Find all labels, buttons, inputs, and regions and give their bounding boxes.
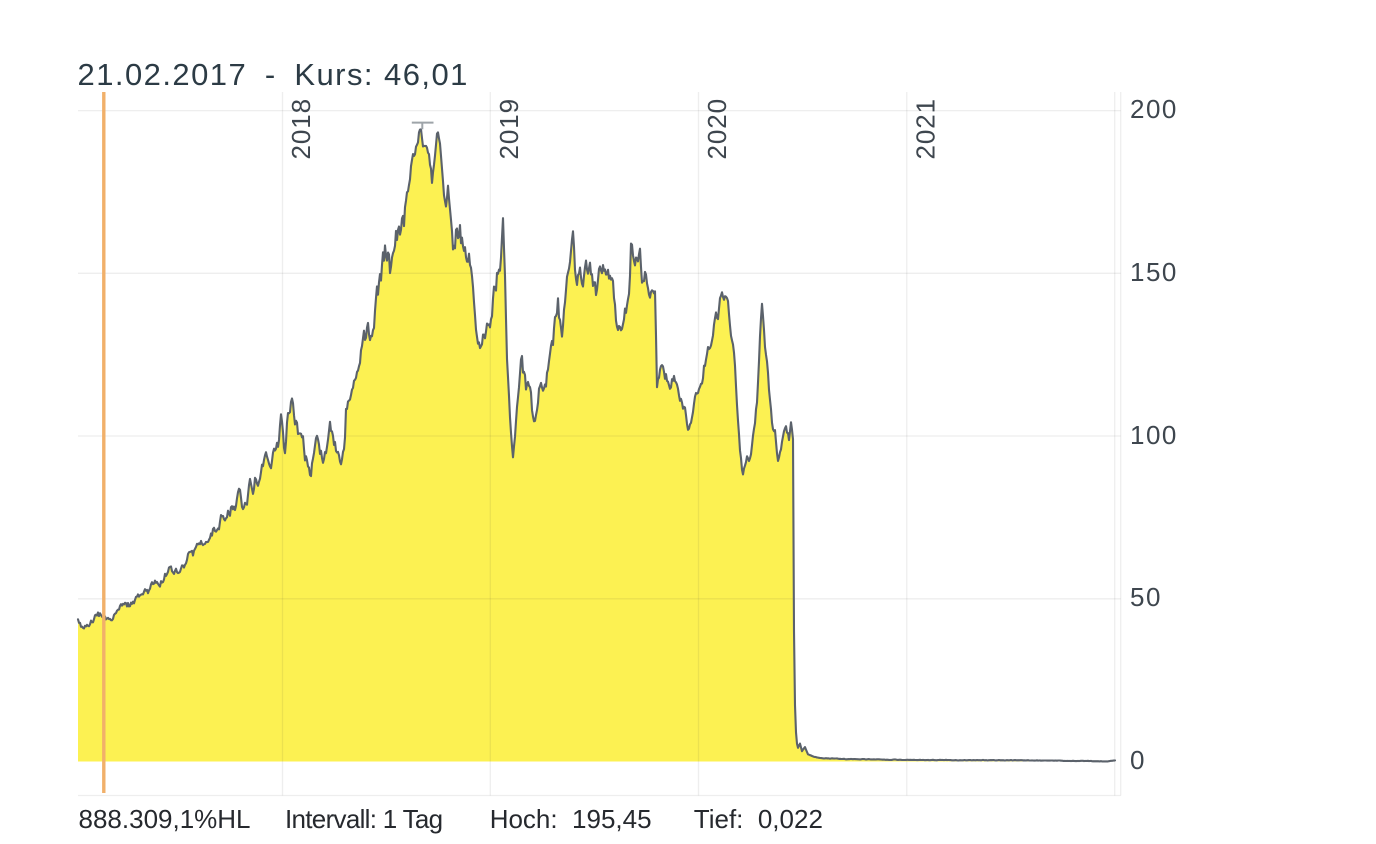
svg-text:2021: 2021 (910, 98, 940, 159)
svg-text:2019: 2019 (494, 98, 524, 159)
svg-text:2018: 2018 (286, 98, 316, 159)
svg-text:2020: 2020 (702, 98, 732, 159)
